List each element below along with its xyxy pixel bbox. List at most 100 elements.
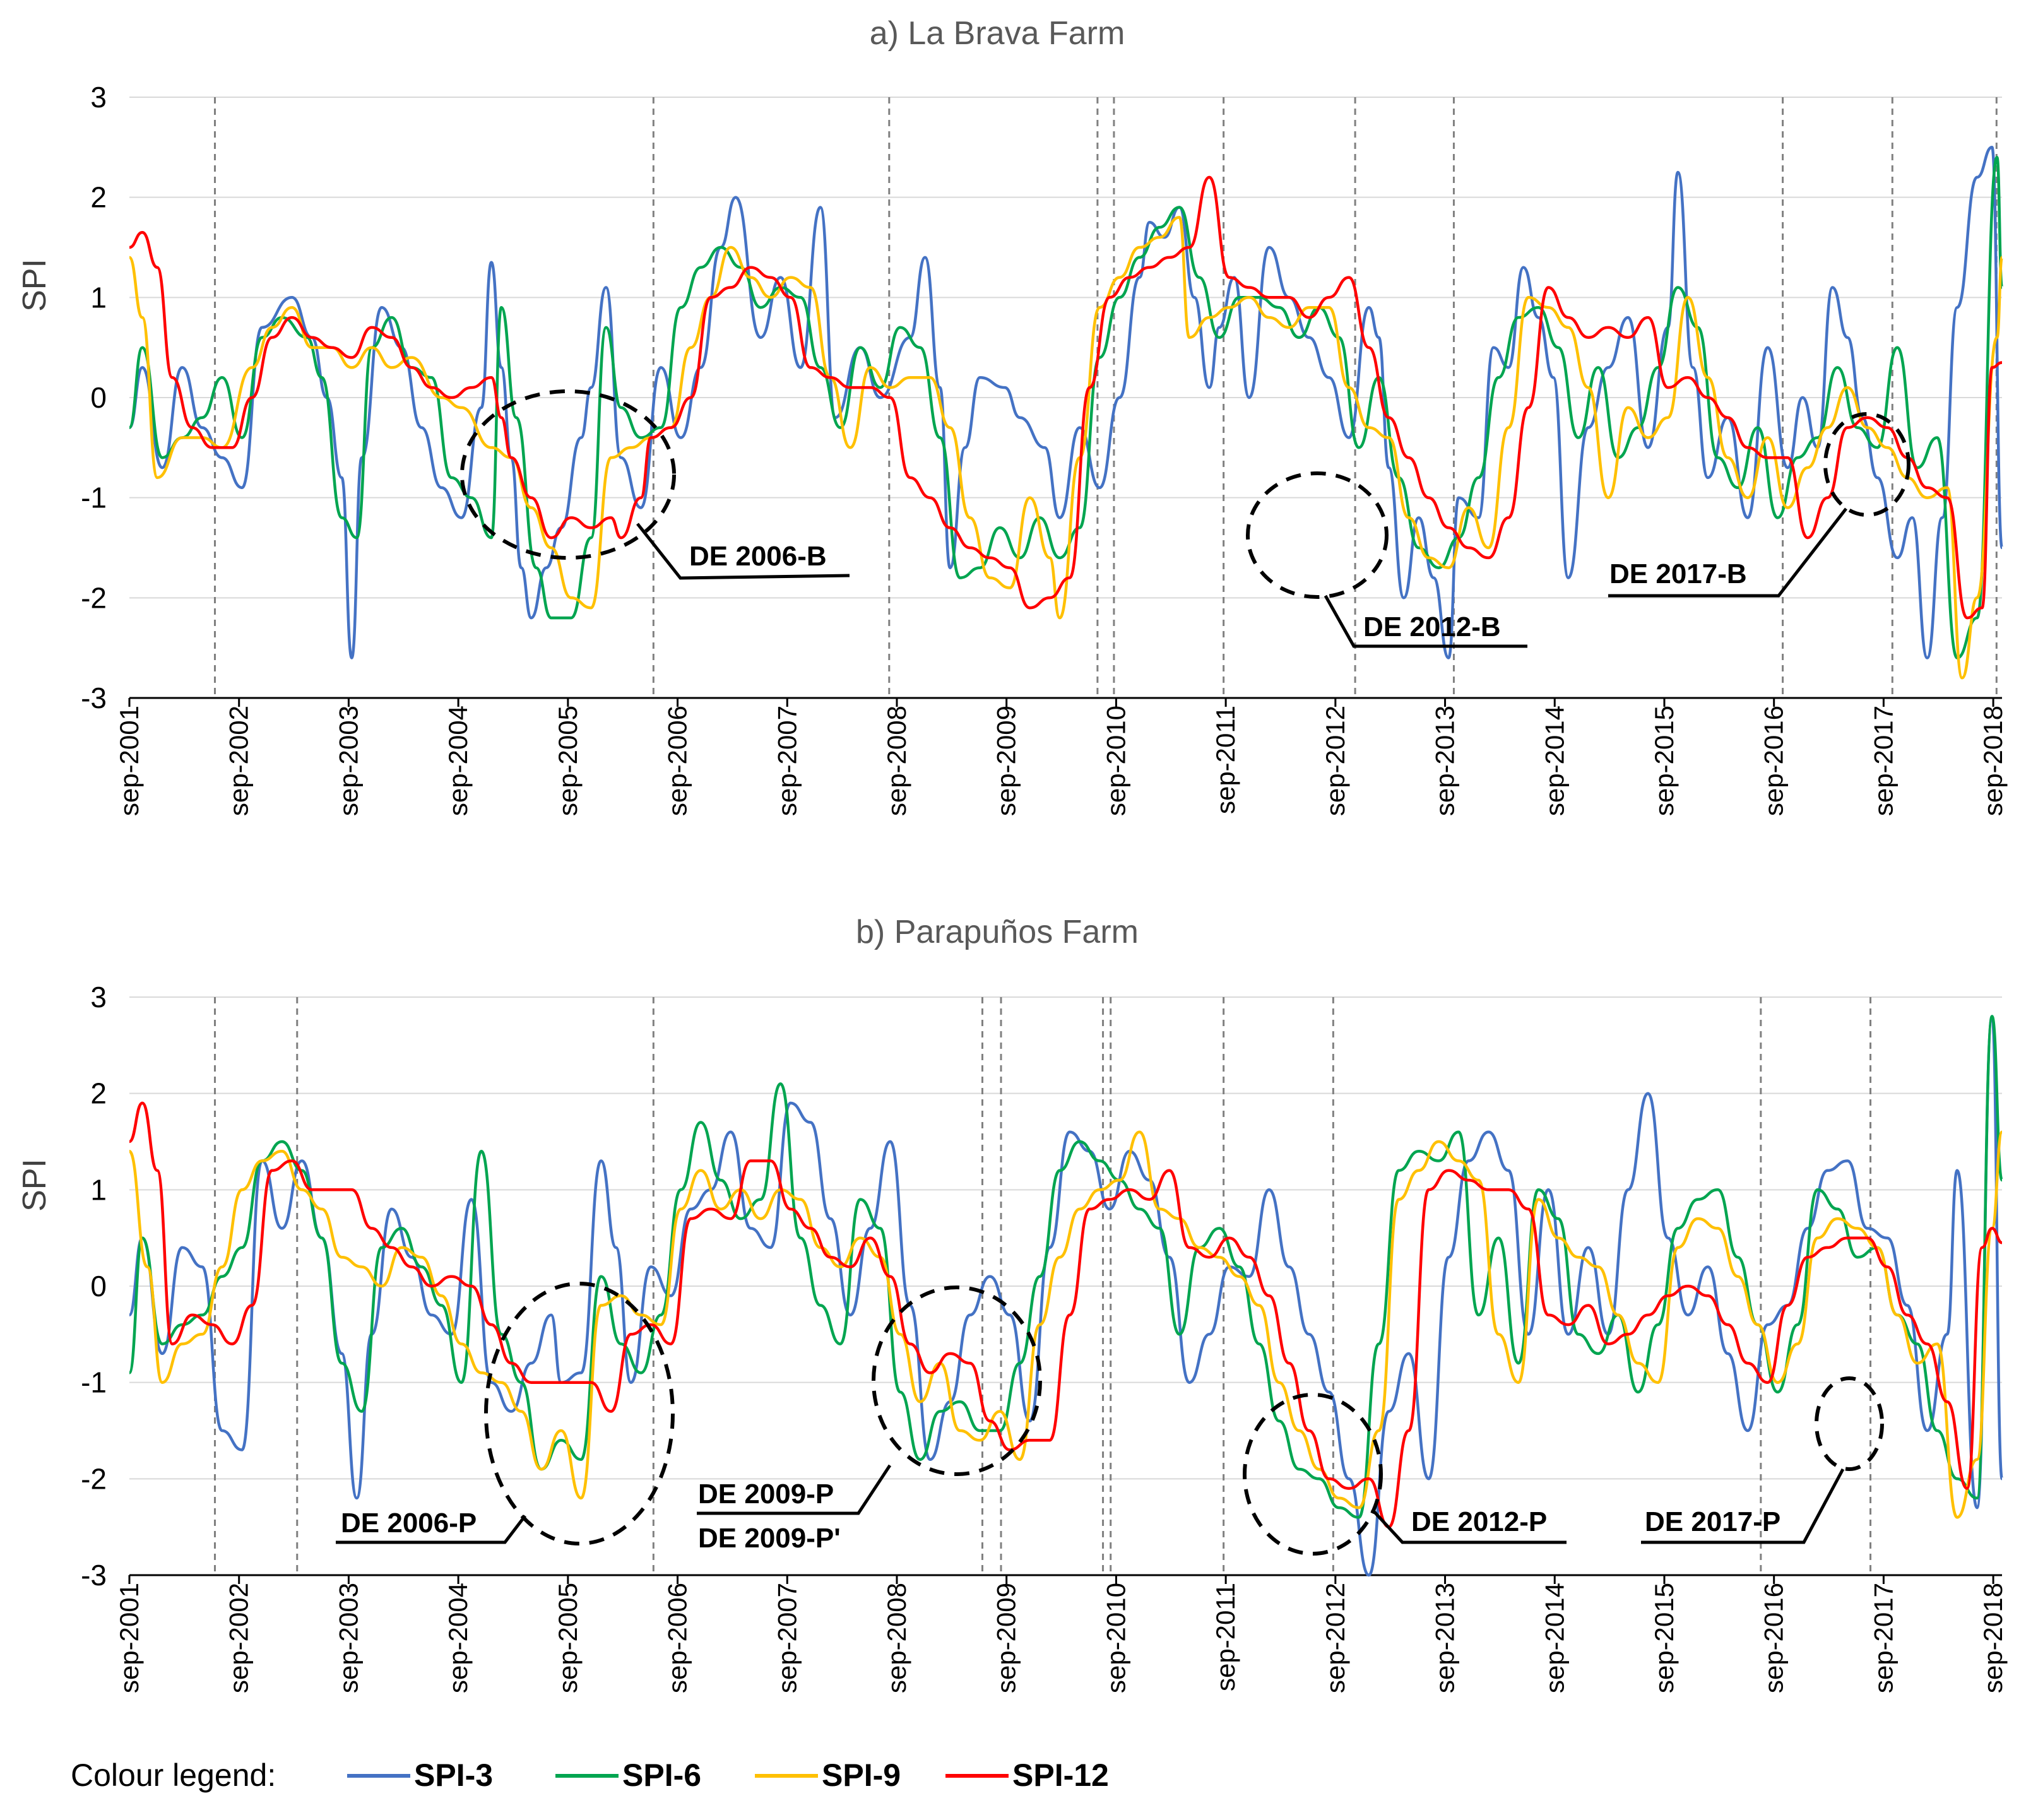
drought-circle: [1243, 1393, 1383, 1556]
x-tick-label: sep-2018: [1978, 1583, 2008, 1693]
x-tick-label: sep-2012: [1320, 1583, 1350, 1693]
y-tick-label: 1: [90, 281, 107, 314]
y-tick-labels-a: 3 2 1 0 -1 -2 -3: [81, 81, 107, 714]
x-tick-label: sep-2015: [1649, 706, 1679, 816]
legend-title: Colour legend:: [71, 1758, 276, 1793]
x-tick-label: sep-2006: [663, 1583, 692, 1693]
x-tick-labels-a: sep-2001 sep-2002 sep-2003 sep-2004 sep-2005…: [114, 698, 2008, 816]
x-tick-label: sep-2013: [1430, 706, 1460, 816]
x-tick-label: sep-2004: [443, 706, 473, 816]
annotation-label: DE 2012-B: [1363, 612, 1501, 642]
x-tick-label: sep-2012: [1320, 706, 1350, 816]
panel-la-brava: a) La Brava Farm SPI 3 2 1 0 -1 -2 -3 sep-2001…: [16, 15, 2008, 816]
annotation-label: DE 2017-P: [1645, 1506, 1780, 1537]
annotation-label: DE 2006-B: [689, 541, 827, 572]
annotation-label: DE 2006-P: [341, 1508, 477, 1539]
y-tick-label: -2: [81, 1462, 107, 1495]
legend-label: SPI-6: [622, 1758, 701, 1793]
annotation-label: DE 2012-P: [1411, 1506, 1547, 1537]
annotation-leader: [1641, 1468, 1845, 1544]
chart-title-b: b) Parapuños Farm: [856, 914, 1139, 950]
series-line-spi-12: [128, 1101, 2003, 1528]
series-line-spi-9: [127, 216, 2004, 680]
x-tick-label: sep-2001: [114, 1583, 144, 1693]
y-gridlines-a: [129, 97, 2002, 699]
annotation-label: DE 2009-P: [698, 1479, 834, 1510]
x-tick-label: sep-2010: [1101, 1583, 1130, 1693]
drought-annotations-b: DE 2006-P DE 2009-P DE 2009-P' DE 2012-P…: [336, 1282, 1884, 1556]
y-gridlines-b: [129, 996, 2002, 1576]
x-tick-label: sep-2010: [1101, 706, 1130, 816]
drought-circle: [1246, 471, 1389, 599]
x-tick-label: sep-2003: [333, 706, 363, 816]
annotation-leader: [1324, 594, 1527, 648]
x-tick-label: sep-2002: [224, 706, 254, 816]
y-axis-label-a: SPI: [16, 259, 53, 312]
x-tick-label: sep-2009: [992, 1583, 1021, 1693]
x-tick-label: sep-2016: [1759, 706, 1789, 816]
colour-legend: Colour legend: SPI-3 SPI-6 SPI-9 SPI-12: [71, 1758, 1109, 1793]
x-tick-label: sep-2011: [1211, 706, 1240, 814]
y-tick-label: -3: [81, 682, 107, 714]
drought-circle: [460, 389, 676, 560]
drought-circle: [484, 1282, 675, 1545]
annotation-leader: [336, 1515, 526, 1544]
x-tick-label: sep-2004: [443, 1583, 473, 1693]
y-tick-label: 3: [90, 981, 107, 1013]
x-tick-label: sep-2009: [992, 706, 1021, 816]
series-line-spi-9: [127, 1130, 2004, 1519]
x-tick-label: sep-2013: [1430, 1583, 1460, 1693]
x-tick-label: sep-2015: [1649, 1583, 1679, 1693]
x-tick-label: sep-2005: [553, 706, 583, 816]
annotation-leader: [636, 523, 850, 580]
x-tick-label: sep-2011: [1211, 1583, 1240, 1691]
series-line-spi-12: [129, 175, 2003, 620]
series-lines-b: [127, 1015, 2004, 1577]
x-tick-label: sep-2006: [663, 706, 692, 816]
annotation-leader: [697, 1464, 892, 1515]
x-tick-label: sep-2014: [1539, 706, 1569, 816]
y-tick-label: 0: [90, 381, 107, 414]
legend-label: SPI-9: [822, 1758, 901, 1793]
y-tick-label: -1: [81, 1366, 107, 1399]
x-tick-label: sep-2007: [772, 1583, 802, 1693]
series-lines-a: [127, 146, 2004, 680]
annotation-label: DE 2017-B: [1609, 558, 1747, 589]
series-line-spi-3: [127, 1015, 2004, 1577]
chart-title-a: a) La Brava Farm: [870, 15, 1125, 52]
drought-circle: [872, 1285, 1042, 1476]
x-tick-label: sep-2008: [882, 1583, 911, 1693]
series-line-spi-6: [127, 1015, 2004, 1519]
annotation-leader: [1608, 507, 1847, 598]
x-tick-label: sep-2018: [1978, 706, 2008, 816]
x-tick-label: sep-2002: [224, 1583, 254, 1693]
drought-annotations-a: DE 2006-B DE 2012-B DE 2017-B: [460, 389, 1910, 648]
y-tick-label: -2: [81, 581, 107, 614]
y-tick-label: -1: [81, 482, 107, 514]
x-tick-label: sep-2005: [553, 1583, 583, 1693]
y-tick-label: -3: [81, 1559, 107, 1592]
legend-label: SPI-12: [1012, 1758, 1109, 1793]
y-tick-label: 2: [90, 181, 107, 214]
annotation-label: DE 2009-P': [698, 1523, 841, 1554]
x-tick-label: sep-2016: [1759, 1583, 1789, 1693]
drought-circle: [1815, 1376, 1884, 1471]
x-tick-label: sep-2014: [1539, 1583, 1569, 1693]
legend-label: SPI-3: [414, 1758, 493, 1793]
series-line-spi-3: [127, 146, 2004, 659]
y-tick-label: 1: [90, 1173, 107, 1206]
y-tick-label: 0: [90, 1270, 107, 1303]
x-tick-label: sep-2007: [772, 706, 802, 816]
x-tick-labels-b: sep-2001 sep-2002 sep-2003 sep-2004 sep-2005…: [114, 1575, 2008, 1693]
x-tick-label: sep-2001: [114, 706, 144, 816]
x-tick-label: sep-2017: [1868, 1583, 1898, 1693]
y-tick-labels-b: 3 2 1 0 -1 -2 -3: [81, 981, 107, 1592]
y-axis-label-b: SPI: [16, 1159, 53, 1212]
panel-parapunos: b) Parapuños Farm SPI 3 2 1 0 -1 -2 -3 sep-200…: [16, 914, 2008, 1693]
annotation-leader: [1371, 1508, 1567, 1544]
drought-circle: [1823, 412, 1910, 517]
x-tick-label: sep-2008: [882, 706, 911, 816]
legend-items: SPI-3 SPI-6 SPI-9 SPI-12: [347, 1758, 1109, 1793]
y-tick-label: 3: [90, 81, 107, 114]
